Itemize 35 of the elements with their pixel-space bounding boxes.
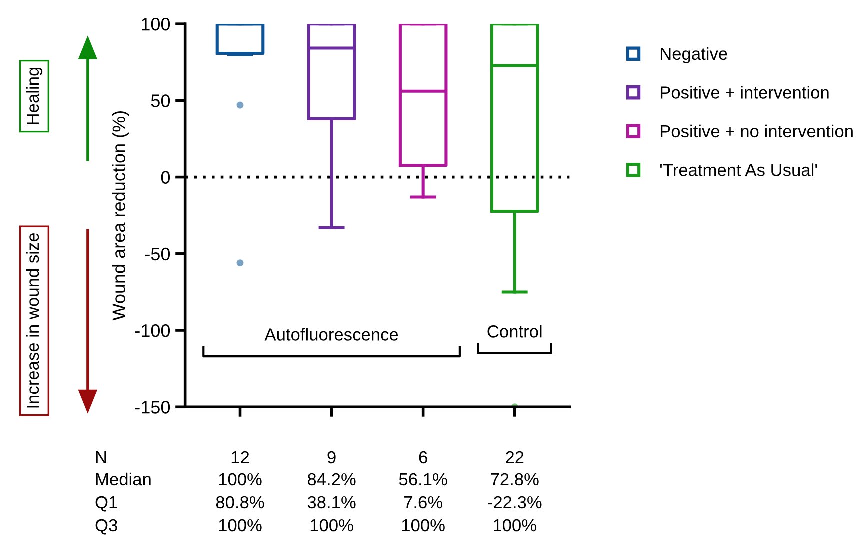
text: -22.3%: [488, 496, 542, 509]
legend-label: Positive + no intervention: [660, 124, 853, 138]
text: 12: [232, 451, 250, 464]
y-axis-title: Wound area reduction (%): [112, 112, 130, 321]
y-tick-label: -150: [135, 401, 170, 414]
y-tick-label: 50: [151, 94, 170, 108]
text: Q3: [96, 519, 118, 535]
legend-label: 'Treatment As Usual': [660, 164, 818, 176]
text: 22: [506, 451, 524, 464]
text: Healing: [26, 68, 43, 124]
legend-label: Negative: [660, 47, 728, 64]
annotation: Autofluorescence: [264, 328, 398, 341]
text: Increase in wound size: [26, 233, 40, 408]
text: 100%: [219, 519, 262, 532]
y-tick-label: -100: [135, 324, 170, 338]
text: 72.8%: [491, 473, 539, 486]
text: 7.6%: [404, 496, 442, 509]
text: Q1: [96, 496, 118, 512]
text: 80.8%: [216, 496, 264, 509]
y-tick-label: 0: [161, 171, 170, 184]
text: 84.2%: [308, 473, 356, 486]
text: 56.1%: [399, 473, 448, 486]
text: 6: [419, 451, 428, 464]
text: 38.1%: [308, 496, 356, 509]
text: Median: [96, 472, 151, 486]
text: 100%: [310, 519, 354, 532]
text: 100%: [219, 473, 262, 486]
text: 100%: [402, 519, 445, 532]
y-tick-label: 100: [142, 18, 170, 31]
annotation: Control: [488, 325, 542, 338]
y-tick-label: -50: [145, 248, 170, 261]
legend-label: Positive + intervention: [660, 86, 829, 99]
text: 100%: [494, 519, 536, 532]
text: N: [96, 452, 106, 464]
text: 9: [328, 451, 336, 464]
